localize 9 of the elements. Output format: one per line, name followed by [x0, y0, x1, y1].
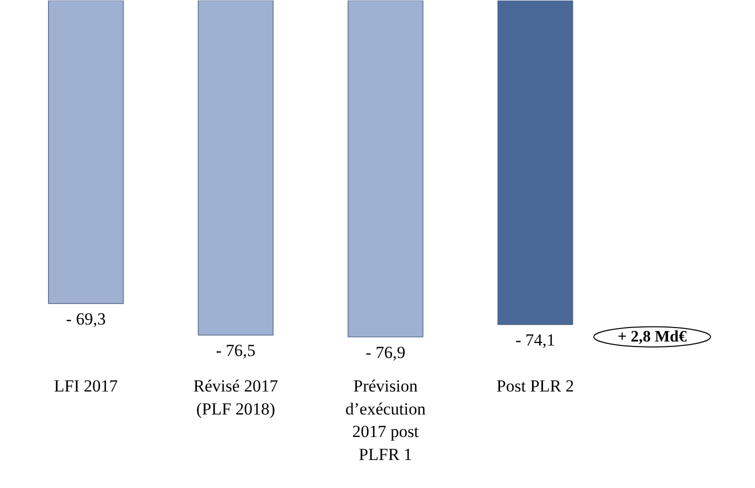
x-tick-label: Révisé 2017 (PLF 2018) [193, 376, 278, 418]
data-label: - 76,9 [366, 342, 406, 362]
x-tick-label: Post PLR 2 [496, 376, 574, 396]
x-tick-label: LFI 2017 [54, 376, 118, 396]
data-label: - 69,3 [66, 310, 106, 329]
text: + 2,8 Md€ [618, 328, 687, 346]
data-label: - 74,1 [515, 330, 556, 350]
x-tick-label: Prévision d’exécution 2017 post PLFR 1 [345, 376, 426, 464]
data-label: - 76,5 [216, 341, 256, 360]
